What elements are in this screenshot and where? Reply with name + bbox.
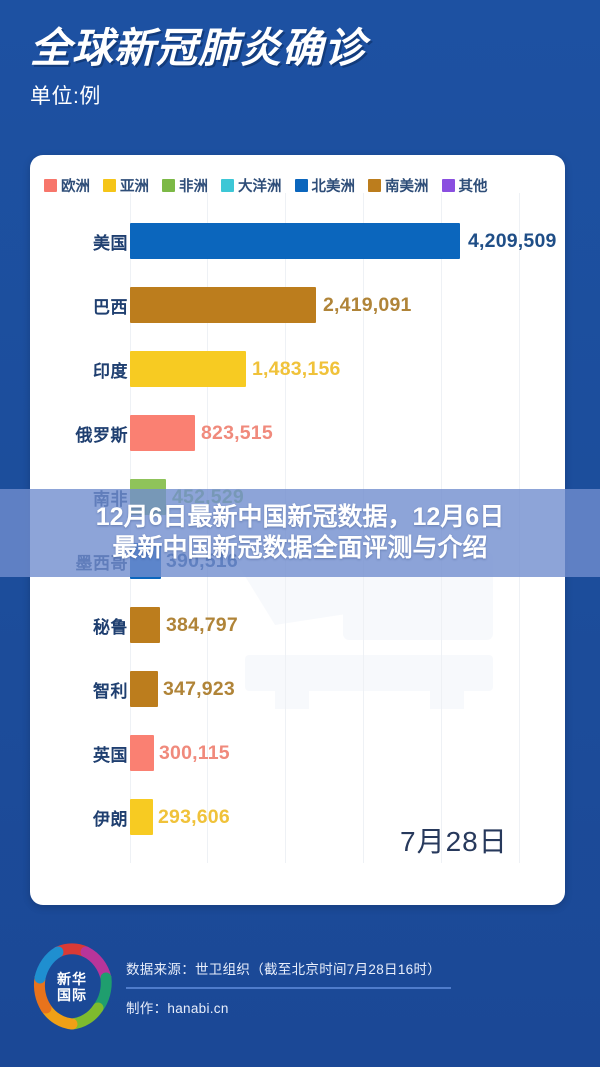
table-row[interactable]: 伊朗 293,606: [30, 793, 565, 841]
logo-line-2: 国际: [57, 986, 87, 1003]
data-source-text: 数据来源：世卫组织（截至北京时间7月28日16时）: [126, 962, 442, 977]
legend-label: 非洲: [179, 179, 208, 195]
table-row[interactable]: 巴西 2,419,091: [30, 281, 565, 329]
bar-value: 1,483,156: [252, 357, 341, 380]
legend-swatch-icon: [44, 179, 57, 192]
bar-label-wrap: 印度: [30, 345, 128, 393]
legend-label: 大洋洲: [238, 179, 282, 195]
overlay-title-line1: 12月6日最新中国新冠数据，12月6日: [95, 502, 505, 531]
bar-value: 384,797: [166, 613, 238, 636]
bar-label-wrap: 美国: [30, 217, 128, 265]
footer: 新华 国际 数据来源：世卫组织（截至北京时间7月28日16时） 制作：hanab…: [0, 930, 600, 1067]
logo-line-1: 新华: [57, 970, 87, 987]
page-title: 全球新冠肺炎确诊: [30, 25, 366, 71]
legend-item-oceania[interactable]: 大洋洲: [221, 175, 282, 196]
bar-label-wrap: 巴西: [30, 281, 128, 329]
bar-rect: [130, 351, 246, 387]
bar-label: 俄罗斯: [75, 425, 128, 445]
table-row[interactable]: 美国 4,209,509: [30, 217, 565, 265]
header: 全球新冠肺炎确诊 单位:例: [30, 25, 570, 110]
xinhua-logo-text: 新华 国际: [28, 940, 116, 1035]
bar-label-wrap: 秘鲁: [30, 601, 128, 649]
footer-divider: [126, 987, 451, 989]
bar-label-wrap: 伊朗: [30, 793, 128, 841]
bar-value: 2,419,091: [323, 293, 412, 316]
bar-label: 印度: [93, 361, 128, 381]
bar-rect: [130, 799, 153, 835]
bar-value: 4,209,509: [468, 229, 557, 252]
table-row[interactable]: 英国 300,115: [30, 729, 565, 777]
bar-rect: [130, 287, 316, 323]
overlay-title-banner: 12月6日最新中国新冠数据，12月6日 最新中国新冠数据全面评测与介绍: [0, 489, 600, 577]
bar-value: 823,515: [201, 421, 273, 444]
xinhua-logo: 新华 国际: [28, 940, 116, 1035]
bar-label: 伊朗: [93, 809, 128, 829]
date-caption: 7月28日: [400, 826, 508, 857]
legend-label: 南美洲: [385, 179, 429, 195]
legend-label: 欧洲: [61, 179, 90, 195]
bar-rect: [130, 607, 160, 643]
legend-swatch-icon: [368, 179, 381, 192]
bar-label: 秘鲁: [93, 617, 128, 637]
bar-label-wrap: 智利: [30, 665, 128, 713]
bar-label: 美国: [93, 233, 128, 253]
bar-rect: [130, 415, 195, 451]
credit-text: 制作：hanabi.cn: [126, 1000, 229, 1016]
legend-item-north-america[interactable]: 北美洲: [294, 175, 356, 196]
legend-label: 亚洲: [120, 179, 149, 195]
legend-item-europe[interactable]: 欧洲: [44, 175, 90, 196]
table-row[interactable]: 俄罗斯 823,515: [30, 409, 565, 457]
bar-value: 293,606: [158, 805, 230, 828]
legend-swatch-icon: [103, 179, 116, 192]
legend-label: 北美洲: [311, 179, 356, 195]
chart-legend: 欧洲 亚洲 非洲 大洋洲 北美洲 南美洲: [44, 175, 555, 196]
legend-item-other[interactable]: 其他: [441, 175, 488, 196]
bar-label-wrap: 俄罗斯: [30, 409, 128, 457]
xinhua-ring-icon: [33, 943, 112, 1030]
legend-swatch-icon: [294, 179, 308, 192]
legend-item-south-america[interactable]: 南美洲: [368, 175, 429, 196]
bar-label: 智利: [93, 681, 128, 701]
bar-rect: [130, 671, 158, 707]
bar-rect: [130, 223, 460, 259]
bar-label: 巴西: [93, 297, 128, 317]
table-row[interactable]: 秘鲁 384,797: [30, 601, 565, 649]
legend-label: 其他: [458, 179, 488, 195]
bar-rect: [130, 735, 154, 771]
bar-value: 300,115: [159, 741, 230, 764]
bar-value: 347,923: [163, 677, 235, 700]
legend-item-asia[interactable]: 亚洲: [103, 175, 149, 196]
legend-swatch-icon: [162, 179, 175, 192]
overlay-title-line2: 最新中国新冠数据全面评测与介绍: [112, 534, 488, 562]
legend-swatch-icon: [441, 179, 455, 192]
table-row[interactable]: 印度 1,483,156: [30, 345, 565, 393]
bar-label: 英国: [93, 745, 128, 765]
bar-label-wrap: 英国: [30, 729, 128, 777]
legend-item-africa[interactable]: 非洲: [162, 175, 208, 196]
legend-swatch-icon: [221, 179, 234, 192]
unit-subtitle: 单位:例: [30, 85, 101, 109]
footer-text-block: 数据来源：世卫组织（截至北京时间7月28日16时） 制作：hanabi.cn: [126, 958, 546, 1017]
table-row[interactable]: 智利 347,923: [30, 665, 565, 713]
